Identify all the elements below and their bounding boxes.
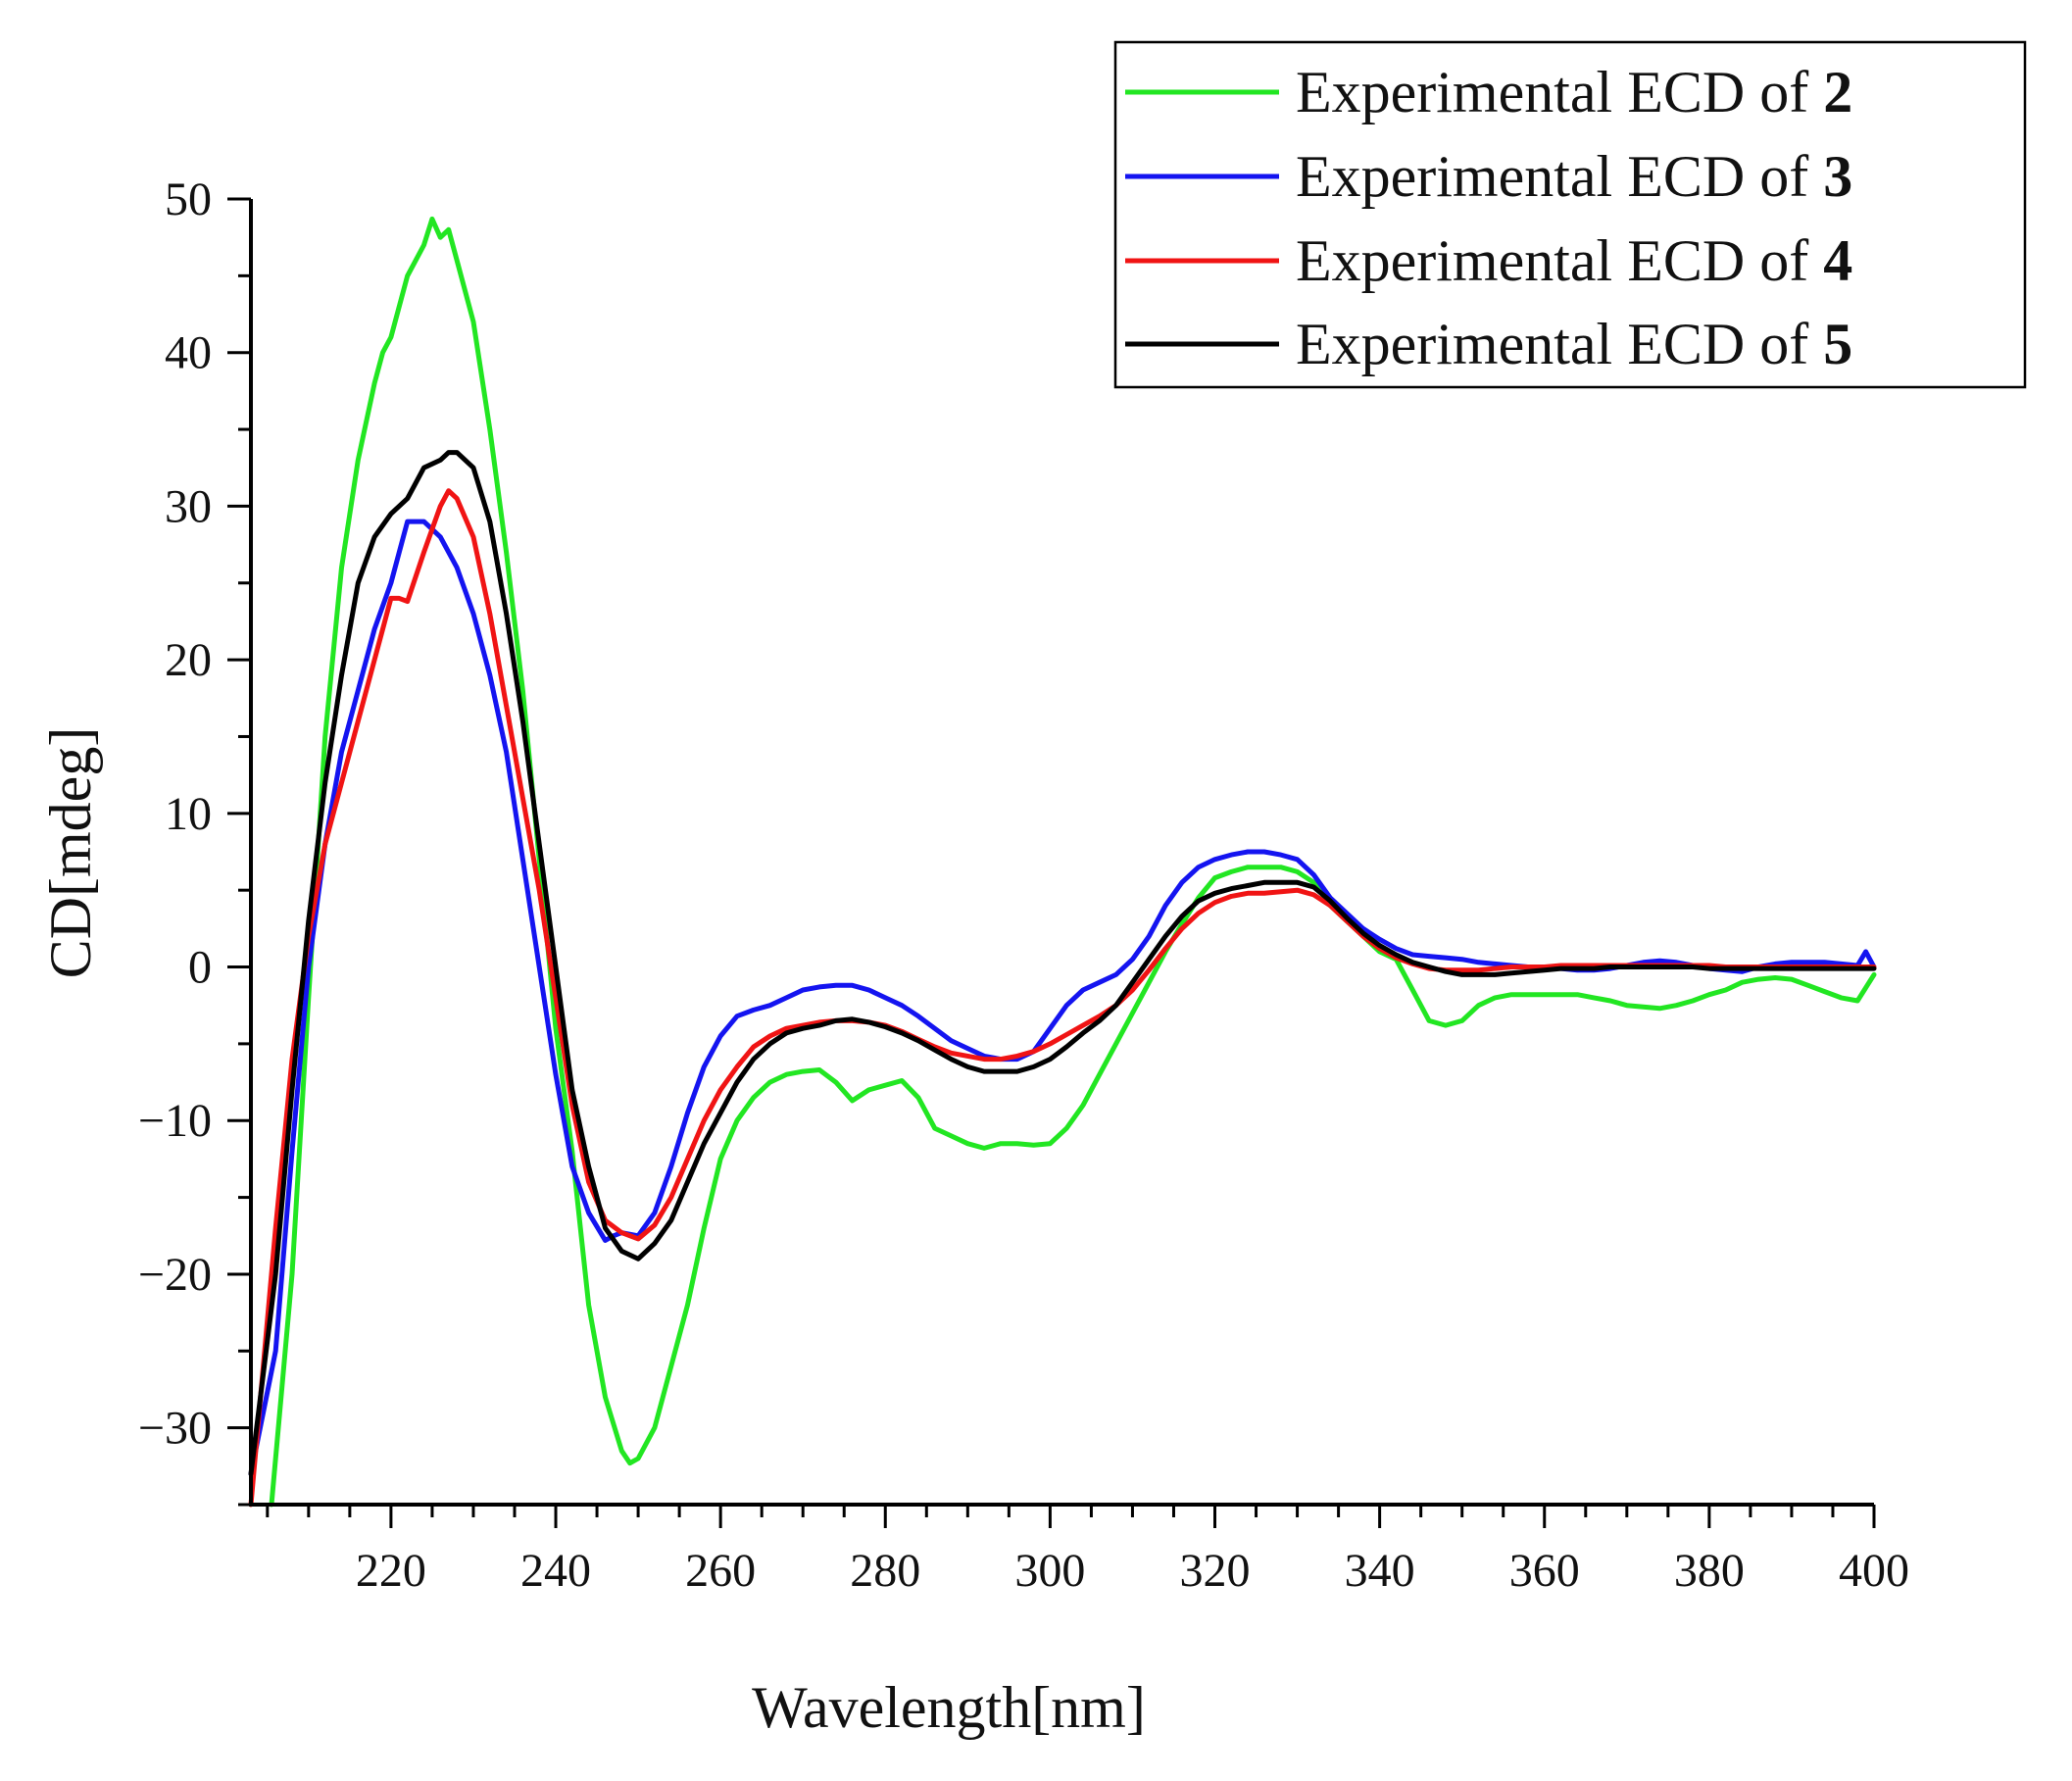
series-line-5: [248, 450, 1877, 1477]
legend-label-4: Experimental ECD of 4: [1296, 228, 1852, 293]
y-tick-label: 30: [165, 480, 212, 532]
y-tick-label: −10: [138, 1095, 212, 1147]
x-tick-label: 220: [356, 1545, 426, 1597]
x-tick-label: 260: [685, 1545, 756, 1597]
y-tick-label: 0: [188, 942, 212, 994]
x-tick-label: 320: [1180, 1545, 1251, 1597]
x-axis-title: Wavelength[nm]: [752, 1675, 1146, 1740]
y-tick-label: 40: [165, 327, 212, 379]
y-axis-title: CD[mdeg]: [38, 727, 103, 979]
x-tick-label: 400: [1839, 1545, 1909, 1597]
x-tick-label: 380: [1674, 1545, 1745, 1597]
y-tick-label: 50: [165, 173, 212, 225]
legend-label-3: Experimental ECD of 3: [1296, 144, 1852, 209]
series-line-4: [248, 488, 1877, 1508]
x-tick-label: 240: [520, 1545, 591, 1597]
y-axis-ticks: 50 40 30 20 10 0 −10 −20 −30: [138, 173, 251, 1507]
legend-label-2: Experimental ECD of 2: [1296, 60, 1852, 124]
legend: Experimental ECD of 2 Experimental ECD of…: [1113, 40, 2027, 389]
y-tick-label: 10: [165, 788, 212, 840]
x-tick-label: 280: [850, 1545, 920, 1597]
legend-label-5: Experimental ECD of 5: [1296, 312, 1852, 376]
y-tick-label: 20: [165, 634, 212, 686]
x-tick-label: 360: [1509, 1545, 1580, 1597]
y-tick-label: −30: [138, 1403, 212, 1455]
axes-layer: [249, 199, 1874, 1507]
legend-box: [1113, 40, 2027, 389]
series-line-2: [269, 216, 1877, 1508]
series-layer: [248, 216, 1877, 1508]
y-tick-label: −20: [138, 1249, 212, 1301]
legend-items: Experimental ECD of 2 Experimental ECD of…: [1125, 60, 1852, 376]
x-tick-label: 340: [1345, 1545, 1415, 1597]
x-tick-label: 300: [1014, 1545, 1085, 1597]
x-axis-ticks: 220 240 260 280 300 320 340 360 380 400: [266, 1505, 1909, 1597]
